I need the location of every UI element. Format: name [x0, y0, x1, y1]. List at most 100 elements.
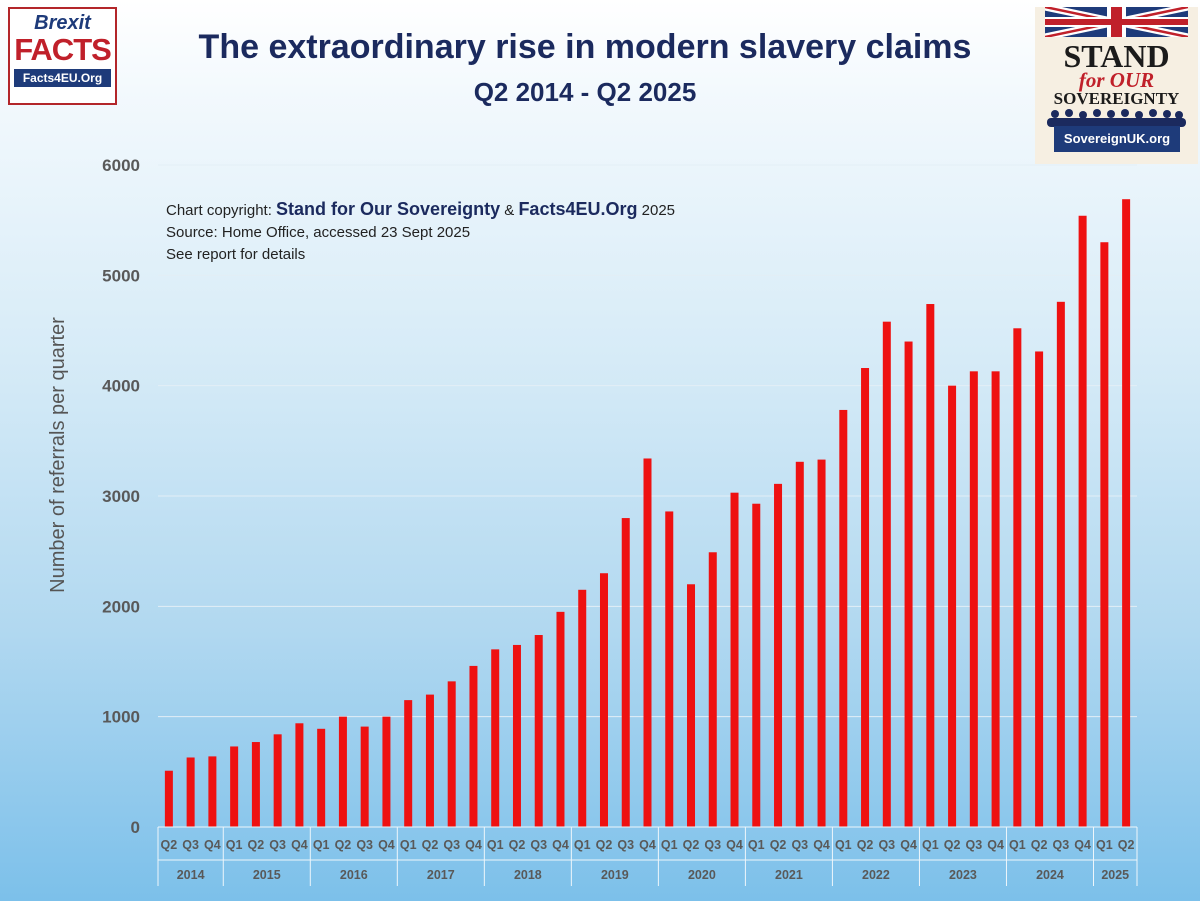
x-tick-label: Q1 [487, 838, 504, 852]
year-label: 2025 [1101, 868, 1129, 882]
x-tick-label: Q4 [465, 838, 482, 852]
x-axis: Q2 Q3 Q4 Q1 Q2 Q3 Q4 Q1 Q2 Q3 Q4 Q1 Q2 Q3 Q4 Q1 Q2 Q3 Q4 Q1… [157, 826, 1138, 886]
logo-left-line3: Facts4EU.Org [14, 69, 111, 87]
x-tick-label: Q1 [922, 838, 939, 852]
bar [643, 458, 652, 827]
bar [991, 371, 1000, 827]
year-label: 2016 [340, 868, 368, 882]
bar [404, 700, 413, 827]
bar [382, 716, 391, 827]
logo-right-line1: STAND [1063, 38, 1170, 74]
bar [273, 734, 282, 827]
bar [164, 770, 173, 827]
y-axis: 0 1000 2000 3000 4000 5000 6000 [102, 156, 140, 837]
x-tick-label: Q2 [422, 838, 439, 852]
copyright-line: Chart copyright: Stand for Our Sovereign… [166, 198, 675, 222]
bar [251, 742, 260, 827]
y-tick-label: 1000 [102, 708, 140, 727]
year-label: 2018 [514, 868, 542, 882]
bar [882, 321, 891, 827]
bar [752, 503, 761, 827]
x-tick-label: Q1 [835, 838, 852, 852]
bar [1078, 215, 1087, 828]
logo-right-line2: for OUR [1078, 68, 1155, 92]
x-tick-label: Q2 [944, 838, 961, 852]
x-tick-label: Q3 [965, 838, 982, 852]
copyright-amp: & [500, 202, 519, 219]
bar [774, 483, 783, 827]
bar [1100, 242, 1109, 827]
x-tick-label: Q2 [1031, 838, 1048, 852]
bar [708, 552, 717, 827]
x-tick-label: Q3 [443, 838, 460, 852]
bar [687, 584, 696, 827]
x-tick-label: Q1 [748, 838, 765, 852]
bar [1013, 328, 1022, 827]
year-label: 2019 [601, 868, 629, 882]
bar [317, 728, 326, 827]
bar [904, 341, 913, 827]
x-tick-label: Q4 [726, 838, 743, 852]
x-tick-label: Q4 [378, 838, 395, 852]
bar [926, 304, 935, 827]
bars [164, 199, 1131, 828]
x-tick-label: Q3 [704, 838, 721, 852]
bar [425, 694, 434, 827]
x-tick-label: Q4 [1074, 838, 1091, 852]
year-label: 2017 [427, 868, 455, 882]
crowd-silhouette-icon [1047, 109, 1186, 127]
x-tick-label: Q2 [596, 838, 613, 852]
logo-right-line3: SOVEREIGNTY [1053, 89, 1180, 108]
copyright-year: 2025 [637, 202, 676, 219]
y-tick-label: 5000 [102, 266, 140, 285]
bar [1035, 351, 1044, 827]
bar [447, 681, 456, 827]
y-tick-label: 4000 [102, 377, 140, 396]
bar [186, 757, 195, 827]
x-tick-label: Q3 [791, 838, 808, 852]
bar [230, 746, 239, 827]
x-tick-label: Q3 [356, 838, 373, 852]
brexit-facts-logo: Brexit FACTS Facts4EU.Org [8, 7, 117, 105]
y-axis-label: Number of referrals per quarter [47, 317, 69, 593]
bar [621, 518, 630, 827]
x-tick-label: Q4 [639, 838, 656, 852]
year-label: 2015 [253, 868, 281, 882]
chart-subtitle: Q2 2014 - Q2 2025 [473, 77, 697, 107]
x-tick-label: Q1 [313, 838, 330, 852]
bar [1056, 301, 1065, 827]
bar [817, 459, 826, 827]
bar [948, 385, 957, 827]
bar [599, 573, 608, 827]
bar [969, 371, 978, 827]
x-tick-label: Q3 [878, 838, 895, 852]
stand-for-our-sovereignty-logo: STAND for OUR SOVEREIGNTY SovereignUK.or… [1035, 7, 1198, 164]
bar [861, 368, 870, 827]
x-tick-label: Q3 [1053, 838, 1070, 852]
copyright-org2: Facts4EU.Org [518, 199, 638, 219]
logo-right-line4: SovereignUK.org [1054, 126, 1180, 152]
x-tick-label: Q2 [770, 838, 787, 852]
x-tick-label: Q3 [269, 838, 286, 852]
bar [338, 716, 347, 827]
bar [469, 665, 478, 827]
union-flag-icon [1045, 7, 1188, 37]
x-tick-label: Q2 [857, 838, 874, 852]
x-tick-label: Q1 [226, 838, 243, 852]
x-tick-label: Q4 [204, 838, 221, 852]
bar [578, 589, 587, 827]
x-tick-label: Q3 [182, 838, 199, 852]
x-tick-label: Q1 [1009, 838, 1026, 852]
logo-left-line1: Brexit [34, 12, 91, 34]
see-report-line: See report for details [166, 246, 306, 263]
bar [491, 649, 500, 827]
x-tick-label: Q3 [530, 838, 547, 852]
x-tick-label: Q4 [987, 838, 1004, 852]
bar [665, 511, 674, 827]
year-label: 2020 [688, 868, 716, 882]
year-label: 2014 [177, 868, 205, 882]
x-tick-label: Q1 [661, 838, 678, 852]
x-tick-label: Q1 [574, 838, 591, 852]
